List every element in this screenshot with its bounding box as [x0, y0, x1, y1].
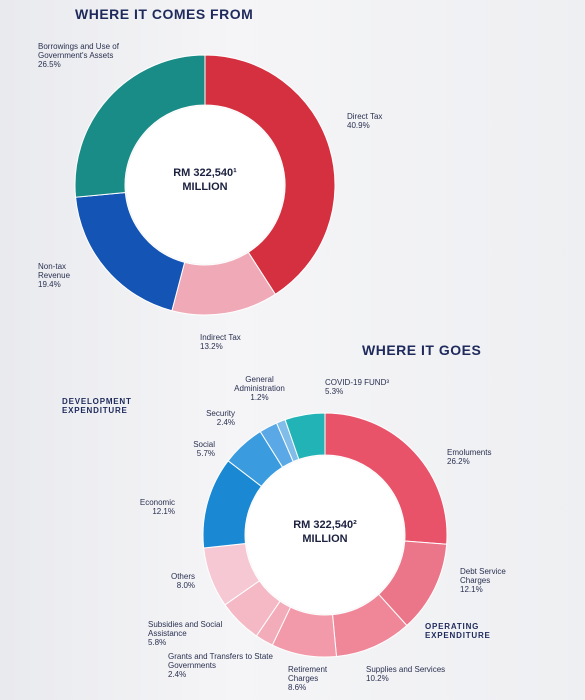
slice-value: 19.4% — [38, 280, 61, 289]
center-text: MILLION — [182, 181, 228, 193]
slice-label: Debt Service Charges — [460, 567, 506, 585]
slice-value: 5.7% — [196, 449, 215, 458]
slice-value: 26.2% — [447, 457, 470, 466]
slice-label: Emoluments — [447, 448, 492, 457]
donut-slice — [204, 54, 336, 296]
slice-value: 26.5% — [38, 60, 61, 69]
slice-label: Subsidies and Social Assistance — [148, 620, 223, 638]
donut-hole — [126, 106, 284, 264]
center-text: MILLION — [302, 533, 348, 545]
center-text: RM 322,540¹ — [173, 167, 237, 179]
slice-value: 13.2% — [200, 342, 223, 351]
slice-label: Security — [206, 409, 235, 418]
group-label: OPERATING EXPENDITURE — [425, 622, 491, 640]
slice-value: 8.0% — [176, 581, 195, 590]
slice-label: Retirement Charges — [288, 665, 328, 683]
center-text: RM 322,540² — [293, 519, 357, 531]
slice-label: Economic — [139, 498, 175, 507]
slice-value: 2.4% — [168, 670, 187, 679]
chart-title: WHERE IT COMES FROM — [75, 6, 254, 22]
chart-title: WHERE IT GOES — [362, 342, 482, 358]
donut-slice — [74, 54, 206, 198]
slice-label: Supplies and Services — [366, 665, 446, 674]
donut-hole — [246, 456, 404, 614]
slice-label: COVID-19 FUND³ — [325, 378, 390, 387]
slice-label: Borrowings and Use of Government's Asset… — [38, 42, 119, 60]
slice-label: General Administration — [234, 375, 285, 393]
slice-label: Social — [193, 440, 215, 449]
slice-label: Grants and Transfers to State Government… — [168, 652, 273, 670]
slice-value: 10.2% — [366, 674, 389, 683]
slice-label: Direct Tax — [347, 112, 383, 121]
slice-value: 8.6% — [288, 683, 307, 692]
slice-value: 12.1% — [460, 585, 483, 594]
slice-value: 12.1% — [152, 507, 175, 516]
slice-value: 5.8% — [148, 638, 167, 647]
group-label: DEVELOPMENT EXPENDITURE — [62, 397, 132, 415]
slice-value: 2.4% — [216, 418, 235, 427]
slice-label: Non-tax Revenue — [38, 262, 71, 280]
donut-slice — [284, 412, 326, 461]
slice-value: 40.9% — [347, 121, 370, 130]
slice-label: Others — [170, 572, 195, 581]
slice-label: Indirect Tax — [200, 333, 241, 342]
slice-value: 1.2% — [250, 393, 269, 402]
slice-value: 5.3% — [325, 387, 344, 396]
